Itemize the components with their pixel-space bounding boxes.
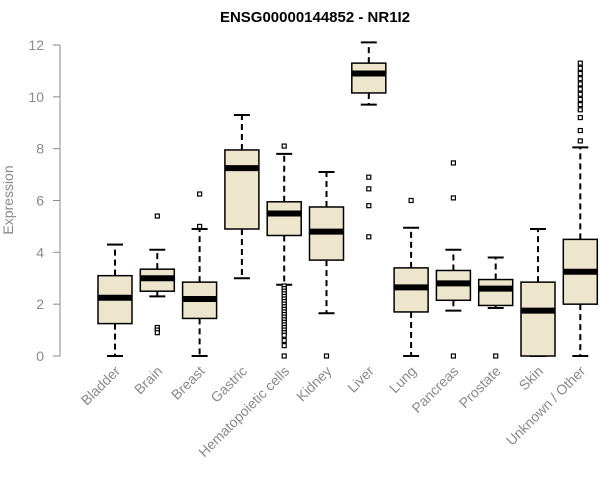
box-pancreas [435,160,472,359]
box-kidney [308,170,345,359]
x-tick-label: Skin [516,363,547,394]
outlier-point [577,107,583,113]
outlier-point [281,143,287,149]
outlier-point [577,60,583,66]
outlier-point [281,332,287,338]
x-tick-label: Pancreas [408,363,461,416]
box-series [97,41,599,359]
box-gastric [224,113,260,280]
y-tick-label: 0 [36,348,44,364]
outlier-point [450,195,456,201]
x-tick-label: Bladder [78,363,124,409]
y-tick-label: 10 [28,89,44,105]
chart-title: ENSG00000144852 - NR1I2 [220,9,410,26]
box-hematopoietic-cells [266,143,302,359]
x-tick-label: Breast [168,363,208,403]
box-unknown-other [562,60,599,357]
outlier-point [366,203,372,209]
y-tick-label: 8 [36,141,44,157]
outlier-point [577,86,583,92]
outlier-point [577,114,583,121]
y-axis: 0 2 4 6 8 10 12 [28,37,61,364]
outlier-point [197,223,203,230]
box-bladder [97,243,133,357]
box-skin [520,228,556,357]
x-tick-label: Liver [344,363,377,396]
outlier-point [366,234,372,240]
box-lung [393,197,429,357]
y-tick-label: 4 [36,244,44,260]
box-prostate [477,256,514,359]
x-tick-label: Brain [131,363,165,397]
outlier-point [577,76,583,82]
x-tick-label: Lung [386,363,419,396]
y-tick-label: 12 [28,37,44,53]
box-breast [181,191,218,357]
outlier-point [493,353,499,359]
y-tick-label: 6 [36,193,44,209]
outlier-point [281,337,287,344]
outlier-point [154,330,160,336]
outlier-point [281,343,287,349]
outlier-point [577,81,583,87]
outlier-point [577,102,583,108]
iqr-box [266,201,302,237]
outlier-point [154,213,160,219]
x-tick-label: Prostate [456,363,504,411]
outlier-point [577,70,583,77]
outlier-point [366,174,372,180]
iqr-box [351,62,387,94]
box-brain [139,213,176,336]
iqr-box [224,149,260,230]
outlier-point [450,160,456,166]
outlier-point [577,127,583,134]
x-tick-label: Unknown / Other [503,363,589,449]
y-tick-label: 2 [36,296,44,312]
x-tick-label: Kidney [293,363,335,405]
outlier-point [281,353,287,359]
iqr-box [520,281,556,357]
outlier-point [408,197,414,204]
outlier-point [577,96,583,103]
outlier-point [323,353,330,359]
outlier-point [577,91,583,97]
outlier-point [197,191,203,197]
outlier-point [366,186,372,192]
box-liver [351,41,387,240]
outlier-point [577,138,583,144]
iqr-box [477,278,514,307]
outlier-point [450,353,456,359]
y-axis-label: Expression [0,165,16,234]
outlier-point [577,65,583,71]
